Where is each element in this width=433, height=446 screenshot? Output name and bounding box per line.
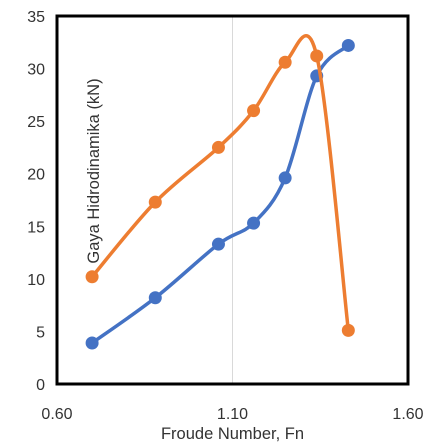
series-2-point-1: [85, 270, 99, 284]
series-2-line: [90, 34, 351, 333]
series-1-point-2: [148, 291, 162, 305]
series-1-point-4: [247, 216, 261, 230]
y-tick-label: 15: [27, 219, 45, 236]
tick-labels: 0 5 10 15 20 25 30 35 0.60 1.10 1.60: [27, 9, 423, 423]
y-tick-label: 30: [27, 62, 45, 79]
series-2-point-5: [278, 55, 292, 69]
series-layer: [85, 34, 355, 350]
y-tick-label: 25: [27, 114, 45, 131]
series-1-point-5: [278, 171, 292, 185]
y-tick-label: 35: [27, 9, 45, 26]
series-1-point-1: [85, 336, 99, 350]
y-tick-label: 20: [27, 167, 45, 184]
series-1-point-7: [341, 38, 355, 52]
series-2-point-2: [148, 195, 162, 209]
y-axis-title: Gaya Hidrodinamika (kN): [85, 78, 103, 263]
x-tick-label: 1.10: [217, 406, 248, 423]
series-1-line: [90, 43, 351, 345]
x-tick-label: 0.60: [41, 406, 72, 423]
y-tick-label: 5: [36, 324, 45, 341]
y-tick-label: 0: [36, 377, 45, 394]
series-1-point-3: [211, 237, 225, 251]
x-tick-label: 1.60: [392, 406, 423, 423]
x-axis-title: Froude Number, Fn: [161, 425, 304, 443]
y-tick-label: 10: [27, 272, 45, 289]
plot-frame: [55, 14, 410, 386]
series-2-point-4: [247, 104, 261, 118]
series-2-point-6: [310, 49, 324, 63]
series-2-point-3: [211, 140, 225, 154]
series-2-point-7: [341, 323, 355, 337]
